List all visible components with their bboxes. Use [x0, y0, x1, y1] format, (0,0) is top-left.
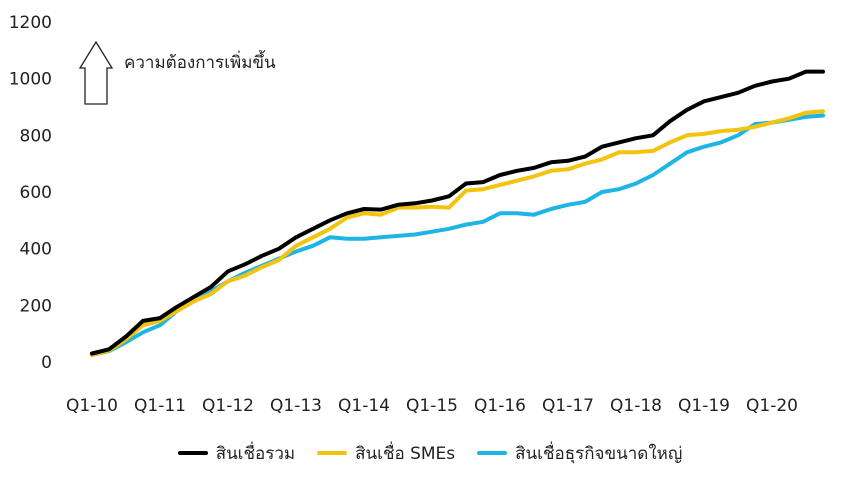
x-axis-ticks: Q1-10 Q1-11 Q1-12 Q1-13 Q1-14 Q1-15 Q1-16 Q1-17…	[66, 396, 798, 416]
legend-label: สินเชื่อรวม	[215, 443, 296, 464]
x-tick-label: Q1-11	[134, 396, 186, 416]
legend-label: สินเชื่อธุรกิจขนาดใหญ่	[515, 443, 683, 464]
x-tick-label: Q1-18	[610, 396, 662, 416]
x-tick-label: Q1-13	[270, 396, 322, 416]
series-line-0	[90, 69, 825, 356]
legend-swatch	[177, 451, 208, 455]
series-line-2	[90, 113, 825, 357]
legend-item: สินเชื่อ SMEs	[317, 440, 455, 467]
legend: สินเชื่อรวม สินเชื่อ SMEs สินเชื่อธุรกิจขน…	[0, 438, 860, 468]
legend-item: สินเชื่อรวม	[177, 440, 296, 467]
y-tick-label: 400	[20, 240, 52, 260]
x-tick-label: Q1-14	[338, 396, 390, 416]
annotation: ความต้องการเพิ่มขึ้น	[78, 40, 276, 105]
legend-swatch	[477, 451, 508, 455]
y-tick-label: 800	[20, 126, 52, 146]
y-tick-label: 600	[20, 183, 52, 203]
series-lines	[90, 69, 825, 357]
legend-item: สินเชื่อธุรกิจขนาดใหญ่	[477, 440, 682, 467]
legend-swatch	[317, 451, 348, 455]
x-tick-label: Q1-15	[406, 396, 458, 416]
x-tick-label: Q1-12	[202, 396, 254, 416]
x-tick-label: Q1-17	[542, 396, 594, 416]
legend-label: สินเชื่อ SMEs	[355, 443, 456, 464]
y-tick-label: 200	[20, 296, 52, 316]
y-tick-label: 1200	[9, 13, 52, 33]
y-tick-label: 1000	[9, 70, 52, 90]
annotation-label: ความต้องการเพิ่มขึ้น	[124, 50, 276, 73]
x-tick-label: Q1-10	[66, 396, 118, 416]
series-line-1	[90, 109, 825, 357]
y-tick-label: 0	[41, 353, 52, 373]
x-tick-label: Q1-19	[678, 396, 730, 416]
y-axis-ticks: 0 200 400 600 800 1000 1200	[9, 13, 52, 373]
up-arrow-icon	[78, 40, 114, 105]
x-tick-label: Q1-16	[474, 396, 526, 416]
x-tick-label: Q1-20	[746, 396, 798, 416]
